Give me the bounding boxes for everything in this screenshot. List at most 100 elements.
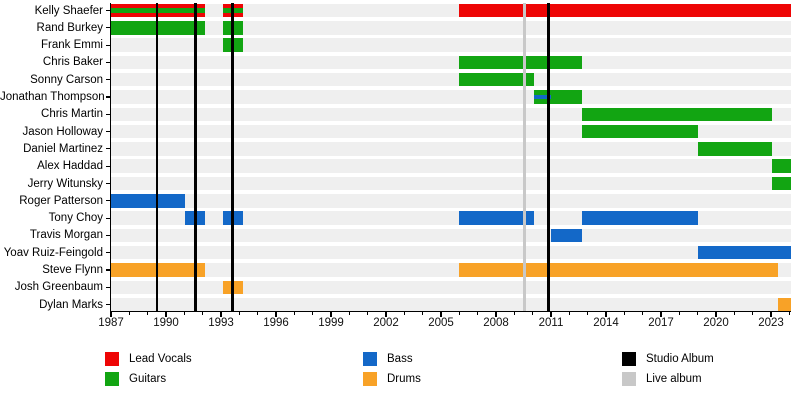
member-label: Frank Emmi bbox=[41, 39, 103, 52]
member-bar-guitars bbox=[533, 90, 583, 104]
x-tick-label: 1990 bbox=[153, 316, 179, 329]
x-tick-minor bbox=[752, 312, 754, 316]
x-tick-minor bbox=[733, 312, 735, 316]
y-tick bbox=[105, 200, 110, 202]
row-band bbox=[111, 72, 792, 87]
member-label: Jason Holloway bbox=[22, 125, 103, 138]
x-tick-minor bbox=[293, 312, 295, 316]
row-band bbox=[111, 245, 792, 260]
x-tick-minor bbox=[238, 312, 240, 316]
x-tick-major bbox=[330, 312, 332, 318]
row-band bbox=[111, 159, 792, 173]
member-label: Sonny Carson bbox=[30, 73, 103, 86]
legend-label-bass: Bass bbox=[387, 353, 413, 365]
legend-label-lead-vocals: Lead Vocals bbox=[129, 353, 192, 365]
row-band bbox=[111, 55, 792, 70]
y-tick bbox=[105, 217, 110, 219]
row-band bbox=[111, 142, 792, 156]
x-tick-label: 2002 bbox=[373, 316, 399, 329]
studio-album-line bbox=[155, 3, 159, 311]
member-bar-guitars bbox=[111, 21, 206, 35]
legend-label-studio-album: Studio Album bbox=[646, 353, 714, 365]
legend-item-bass: Bass bbox=[363, 351, 413, 367]
x-tick-label: 1996 bbox=[263, 316, 289, 329]
x-tick-major bbox=[660, 312, 662, 318]
member-bar-bass bbox=[551, 228, 583, 243]
role-stripe-bass bbox=[533, 94, 551, 100]
x-tick-minor bbox=[623, 312, 625, 316]
bass-swatch bbox=[363, 352, 377, 366]
member-bar-guitars bbox=[771, 159, 792, 173]
row-band bbox=[111, 194, 792, 208]
legend-item-guitars: Guitars bbox=[105, 371, 166, 387]
x-tick-minor bbox=[422, 312, 424, 316]
member-bar-drums bbox=[111, 263, 206, 277]
studio-album-line bbox=[194, 3, 197, 311]
x-tick-major bbox=[440, 312, 442, 318]
x-tick-major bbox=[605, 312, 607, 318]
member-label: Alex Haddad bbox=[37, 160, 103, 173]
x-tick-minor bbox=[532, 312, 534, 316]
role-stripe-guitars bbox=[111, 8, 206, 13]
x-tick-label: 1993 bbox=[208, 316, 234, 329]
x-tick-label: 1987 bbox=[98, 316, 124, 329]
row-band bbox=[111, 21, 792, 35]
member-label: Chris Baker bbox=[42, 56, 103, 69]
y-tick bbox=[105, 234, 110, 236]
x-tick-label: 2023 bbox=[758, 316, 784, 329]
x-tick-label: 2020 bbox=[703, 316, 729, 329]
y-tick bbox=[105, 113, 110, 115]
legend-label-drums: Drums bbox=[387, 373, 421, 385]
x-tick-minor bbox=[403, 312, 405, 316]
x-tick-label: 2011 bbox=[538, 316, 564, 329]
member-label: Rand Burkey bbox=[36, 21, 103, 34]
member-label: Kelly Shaefer bbox=[34, 4, 103, 17]
x-tick-major bbox=[385, 312, 387, 318]
row-band bbox=[111, 228, 792, 243]
x-tick-minor bbox=[697, 312, 699, 316]
member-label: Josh Greenbaum bbox=[14, 281, 103, 294]
x-tick-minor bbox=[147, 312, 149, 316]
x-tick-label: 1999 bbox=[318, 316, 344, 329]
member-bar-guitars bbox=[459, 55, 583, 70]
x-tick-minor bbox=[257, 312, 259, 316]
row-band bbox=[111, 297, 792, 312]
y-tick bbox=[105, 131, 110, 133]
member-label: Steve Flynn bbox=[42, 264, 103, 276]
x-tick-major bbox=[275, 312, 277, 318]
lead-vocals-swatch bbox=[105, 352, 119, 366]
x-tick-minor bbox=[348, 312, 350, 316]
x-tick-minor bbox=[788, 312, 790, 316]
member-label: Jonathan Thompson bbox=[0, 91, 105, 103]
studio-album-line bbox=[547, 3, 550, 311]
y-tick bbox=[105, 61, 110, 63]
legend-label-live-album: Live album bbox=[646, 373, 702, 385]
y-tick bbox=[105, 286, 110, 288]
x-tick-label: 2005 bbox=[428, 316, 454, 329]
x-tick-minor bbox=[183, 312, 185, 316]
x-tick-minor bbox=[587, 312, 589, 316]
x-tick-minor bbox=[642, 312, 644, 316]
drums-swatch bbox=[363, 372, 377, 386]
member-bar-bass bbox=[697, 245, 792, 260]
x-tick-minor bbox=[367, 312, 369, 316]
member-bar-drums bbox=[459, 263, 779, 277]
x-tick-minor bbox=[312, 312, 314, 316]
x-tick-minor bbox=[128, 312, 130, 316]
member-bar-bass bbox=[582, 211, 698, 225]
y-tick bbox=[105, 27, 110, 29]
row-band bbox=[111, 176, 792, 191]
y-tick bbox=[105, 252, 110, 254]
member-bar-guitars bbox=[459, 72, 534, 87]
x-tick-minor bbox=[568, 312, 570, 316]
studio-album-swatch bbox=[622, 352, 636, 366]
x-axis-spine bbox=[109, 311, 792, 313]
member-bar-drums bbox=[778, 297, 792, 312]
y-tick bbox=[105, 304, 110, 306]
live-album-line bbox=[522, 3, 526, 311]
guitars-swatch bbox=[105, 372, 119, 386]
x-tick-minor bbox=[458, 312, 460, 316]
x-tick-minor bbox=[477, 312, 479, 316]
x-tick-label: 2017 bbox=[648, 316, 674, 329]
